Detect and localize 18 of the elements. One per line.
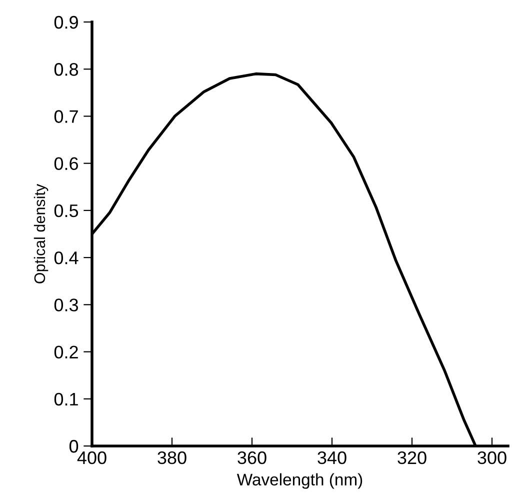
- y-axis-title: Optical density: [34, 184, 48, 284]
- y-tick-label: 0.3: [54, 298, 78, 312]
- x-axis-title: Wavelength (nm): [236, 473, 362, 489]
- y-tick-label: 0.5: [54, 204, 78, 218]
- x-tick-label: 400: [77, 451, 106, 464]
- y-tick-label: 0.7: [54, 110, 78, 123]
- x-tick-label: 360: [238, 451, 266, 464]
- y-tick-label: 0.8: [54, 63, 78, 76]
- y-tick-label: 0: [69, 440, 78, 453]
- y-tick-label: 0.4: [54, 251, 78, 264]
- y-tick-label: 0.6: [54, 157, 78, 170]
- x-tick-label: 340: [318, 451, 346, 464]
- x-tick-label: 320: [398, 451, 426, 464]
- y-tick-label: 0.2: [54, 346, 78, 358]
- y-tick-label: 0.1: [54, 392, 78, 406]
- y-tick-label: 0.9: [54, 16, 78, 29]
- x-tick-label: 300: [478, 451, 506, 464]
- x-tick-label: 380: [158, 451, 186, 464]
